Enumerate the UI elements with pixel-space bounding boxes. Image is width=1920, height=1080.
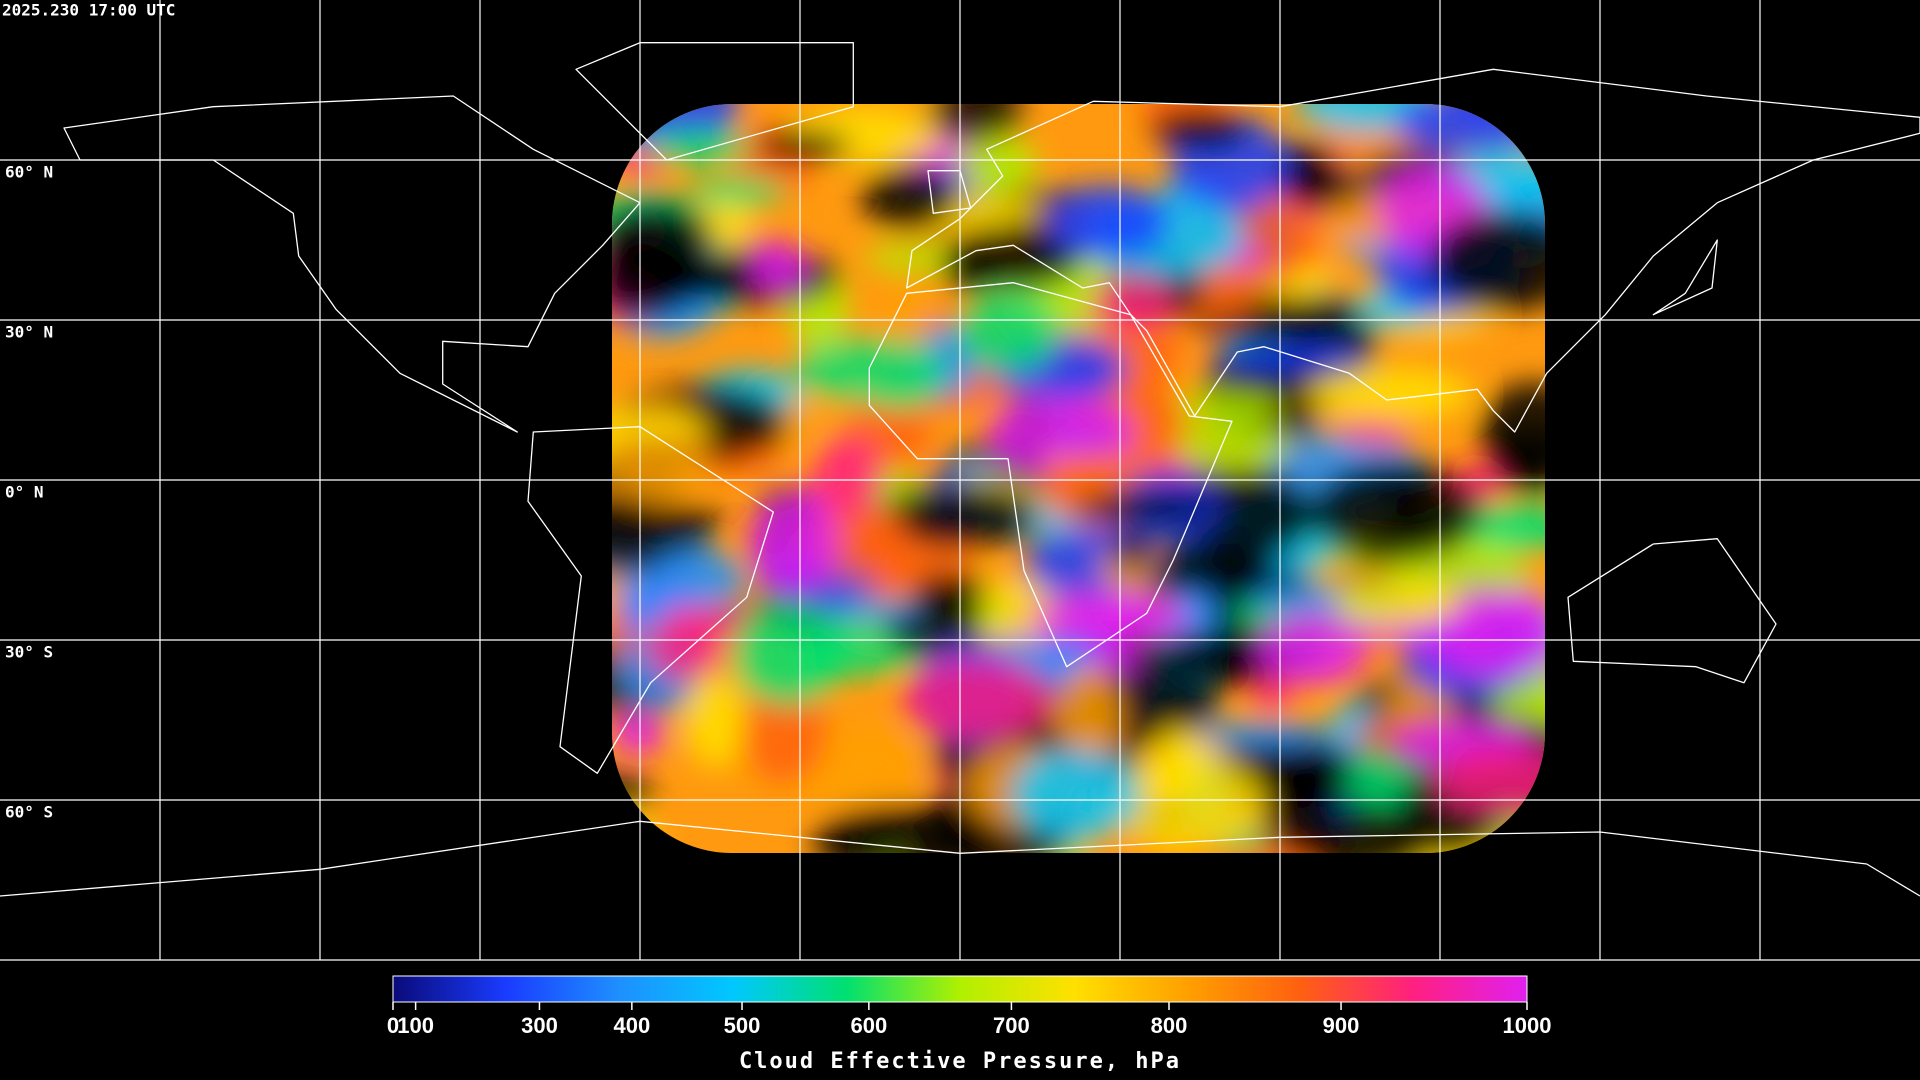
cloud-blob	[1257, 610, 1369, 686]
colorbar-title: Cloud Effective Pressure, hPa	[739, 1049, 1181, 1074]
cloud-blob	[1010, 748, 1140, 841]
cloud-blob	[1089, 276, 1175, 331]
cloud-blob	[747, 495, 840, 592]
cloud-blob	[1303, 808, 1429, 853]
cloud-blob	[612, 712, 667, 756]
colorbar-tick-label: 300	[521, 1013, 558, 1038]
cloud-blob	[927, 104, 1023, 142]
colorbar-tick-label: 800	[1151, 1013, 1188, 1038]
graticule	[0, 0, 1920, 961]
coastline	[906, 68, 1920, 433]
cloud-blob	[750, 241, 809, 294]
cloud-blob	[843, 817, 912, 853]
cloud-blob	[1306, 366, 1474, 421]
colorbar-tick-label: 400	[613, 1013, 650, 1038]
cloud-blob	[612, 414, 711, 439]
cloud-blob	[1033, 592, 1190, 643]
latitude-label: 60° S	[5, 803, 53, 822]
cloud-blob	[1111, 531, 1154, 567]
cloud-blob	[733, 602, 845, 706]
cloud-blob	[813, 434, 884, 518]
colorbar-tick-label: 1000	[1503, 1013, 1552, 1038]
coastline	[63, 95, 641, 433]
cloud-blob	[1108, 755, 1265, 851]
latitude-label: 0° N	[5, 483, 44, 502]
cloud-blob	[1341, 414, 1411, 445]
cloud-blob	[816, 598, 922, 623]
coastline	[868, 282, 1233, 668]
cloud-blob	[1429, 210, 1545, 311]
coastline	[1652, 239, 1718, 316]
cloud-swath	[612, 104, 1545, 853]
latitude-label: 60° N	[5, 163, 53, 182]
timestamp: 2025.230 17:00 UTC	[2, 1, 175, 20]
cloud-blob	[955, 136, 1038, 191]
cloud-blob	[1156, 546, 1280, 595]
colorbar-tick-label: 900	[1323, 1013, 1360, 1038]
cloud-blob	[690, 177, 787, 206]
colorbar-tick-label: 0	[387, 1013, 399, 1038]
cloud-blob	[794, 337, 948, 403]
cloud-blob	[1045, 184, 1170, 260]
cloud-blob	[1251, 679, 1294, 713]
cloud-blob	[619, 571, 669, 633]
cloud-blob	[1150, 109, 1250, 151]
cloud-texture	[612, 104, 1545, 853]
cloud-blob	[1420, 588, 1545, 679]
cloud-blob	[639, 131, 752, 165]
cloud-blob	[684, 670, 745, 768]
coastline	[527, 426, 774, 774]
latitude-label: 30° S	[5, 643, 53, 662]
cloud-blob	[756, 131, 852, 161]
cloud-blob	[649, 548, 746, 610]
cloud-blob	[1176, 420, 1287, 473]
cloud-blob	[1334, 576, 1460, 626]
cloud-blob	[957, 290, 1060, 372]
cloud-blob	[612, 504, 729, 530]
cloud-blob	[1055, 665, 1122, 762]
colorbar-tick-label: 700	[993, 1013, 1030, 1038]
colorbar-tick-label: 600	[850, 1013, 887, 1038]
cloud-blob	[740, 679, 828, 784]
cloud-blob	[911, 572, 987, 616]
colorbar-gradient	[392, 975, 1528, 1003]
cloud-blob	[1309, 460, 1482, 563]
latitude-label: 30° N	[5, 323, 53, 342]
colorbar-tick-label: 500	[724, 1013, 761, 1038]
cloud-blob	[1209, 346, 1370, 372]
cloud-blob	[885, 483, 1038, 548]
cloud-blob	[1075, 491, 1215, 523]
cloud-blob	[1196, 720, 1330, 747]
colorbar-tick-label: 100	[397, 1013, 434, 1038]
cloud-blob	[1489, 428, 1545, 494]
cloud-blob	[612, 235, 703, 320]
cloud-blob	[882, 294, 934, 348]
cloud-blob	[861, 165, 958, 230]
coastline	[575, 42, 854, 161]
cloud-blob	[901, 660, 1053, 740]
latitude-labels: 60° N 30° N 0° N 30° S 60° S	[5, 163, 53, 822]
cloud-blob	[942, 233, 997, 293]
